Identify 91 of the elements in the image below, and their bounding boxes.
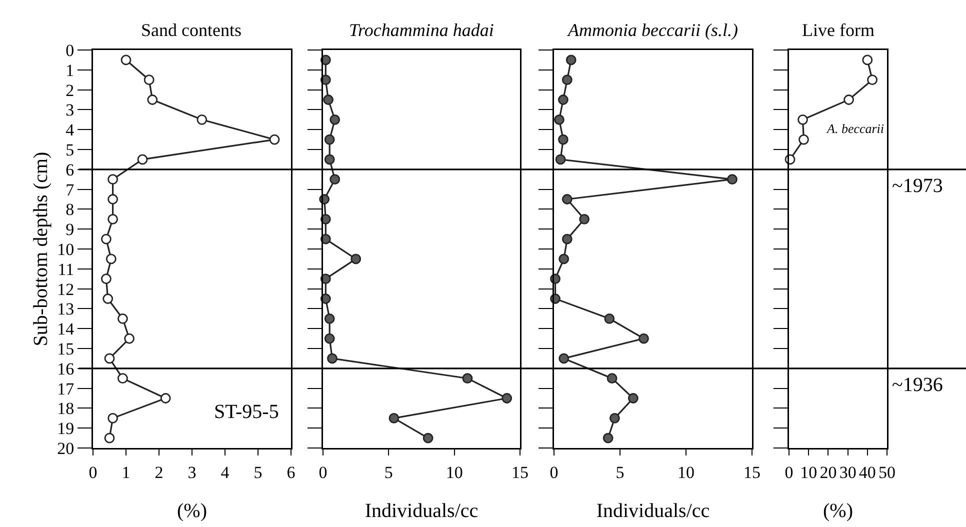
point xyxy=(558,353,570,364)
chart-title: Live form xyxy=(802,20,874,40)
x-tick-label: 40 xyxy=(858,462,876,482)
point xyxy=(554,114,564,125)
x-axis-title: (%) xyxy=(177,500,207,522)
point xyxy=(330,174,340,185)
x-tick-label: 0 xyxy=(318,462,328,482)
point xyxy=(558,254,570,264)
point xyxy=(324,333,335,344)
point xyxy=(610,412,620,424)
x-tick-label: 15 xyxy=(744,462,761,482)
x-axis-title: Individuals/cc xyxy=(596,500,710,522)
y-tick-label: 19 xyxy=(57,419,74,438)
point xyxy=(462,373,473,384)
y-tick-label: 15 xyxy=(57,339,74,358)
y-tick-label: 9 xyxy=(66,220,74,240)
point xyxy=(602,432,614,444)
y-tick-label: 7 xyxy=(66,180,75,200)
y-tick-label: 14 xyxy=(57,320,75,339)
x-tick-label: 10 xyxy=(678,462,695,482)
point xyxy=(562,74,572,86)
chart-title: Ammonia beccarii (s.l.) xyxy=(567,20,738,40)
y-tick-label: 1 xyxy=(66,60,74,80)
y-tick-label: 6 xyxy=(66,160,74,180)
x-tick-label: 2 xyxy=(154,462,164,482)
y-tick-label: 20 xyxy=(57,438,74,458)
point xyxy=(502,393,512,404)
text: ~1936 xyxy=(892,374,943,396)
point xyxy=(555,154,566,165)
y-tick-label: 16 xyxy=(57,359,74,378)
point xyxy=(798,114,808,125)
x-axis-title: (%) xyxy=(823,500,854,522)
chart-title: Trochammina hadai xyxy=(349,20,494,40)
point xyxy=(579,214,590,224)
x-tick-label: 0 xyxy=(784,462,794,482)
x-tick-label: 5 xyxy=(254,462,262,482)
point xyxy=(844,94,854,105)
y-tick-label: 5 xyxy=(66,140,74,160)
point xyxy=(327,353,338,364)
point xyxy=(324,154,335,165)
y-tick-label: 8 xyxy=(66,200,74,220)
x-tick-label: 20 xyxy=(820,462,837,482)
point xyxy=(350,254,362,264)
point xyxy=(330,114,340,125)
x-tick-label: 30 xyxy=(839,462,856,482)
y-tick-label: 3 xyxy=(66,100,74,120)
x-tick-label: 1 xyxy=(122,462,130,482)
x-tick-label: 0 xyxy=(550,462,558,482)
y-tick-label: 0 xyxy=(66,40,74,60)
y-tick-label: 13 xyxy=(57,300,74,319)
point xyxy=(562,194,572,204)
y-tick-label: 10 xyxy=(57,240,74,259)
point xyxy=(862,54,873,66)
text: ~1973 xyxy=(892,175,943,197)
point xyxy=(562,234,572,244)
x-tick-label: 5 xyxy=(616,462,624,482)
point xyxy=(727,174,738,185)
x-tick-label: 6 xyxy=(286,462,296,482)
y-tick-label: 11 xyxy=(58,260,74,279)
point xyxy=(566,54,576,66)
point xyxy=(324,134,335,145)
y-axis-title: Sub-bottom depths (cm) xyxy=(30,152,52,346)
point xyxy=(638,333,649,344)
x-tick-label: 3 xyxy=(188,462,196,482)
point xyxy=(604,313,615,324)
point xyxy=(324,313,335,324)
y-tick-label: 2 xyxy=(66,80,74,100)
x-axis-title: Individuals/cc xyxy=(364,500,478,522)
point xyxy=(558,134,568,145)
x-tick-label: 10 xyxy=(800,462,818,482)
point xyxy=(388,412,400,424)
series-label: A. beccarii xyxy=(826,121,884,136)
x-tick-label: 0 xyxy=(88,462,98,482)
point xyxy=(323,94,334,105)
x-tick-label: 4 xyxy=(220,462,230,482)
chart-title: Sand contents xyxy=(141,20,242,40)
y-tick-label: 4 xyxy=(66,120,75,140)
point xyxy=(558,94,568,105)
y-tick-label: 12 xyxy=(57,280,74,299)
y-tick-label: 17 xyxy=(57,379,75,398)
x-tick-label: 15 xyxy=(511,462,528,482)
point xyxy=(422,432,434,444)
x-tick-label: 50 xyxy=(878,462,896,482)
annotation: ST-95-5 xyxy=(214,401,279,423)
point xyxy=(606,373,618,384)
point xyxy=(798,134,809,145)
point xyxy=(628,393,638,404)
point xyxy=(867,74,878,86)
x-tick-label: 10 xyxy=(446,462,463,482)
x-tick-label: 5 xyxy=(384,462,393,482)
y-tick-label: 18 xyxy=(57,399,74,418)
